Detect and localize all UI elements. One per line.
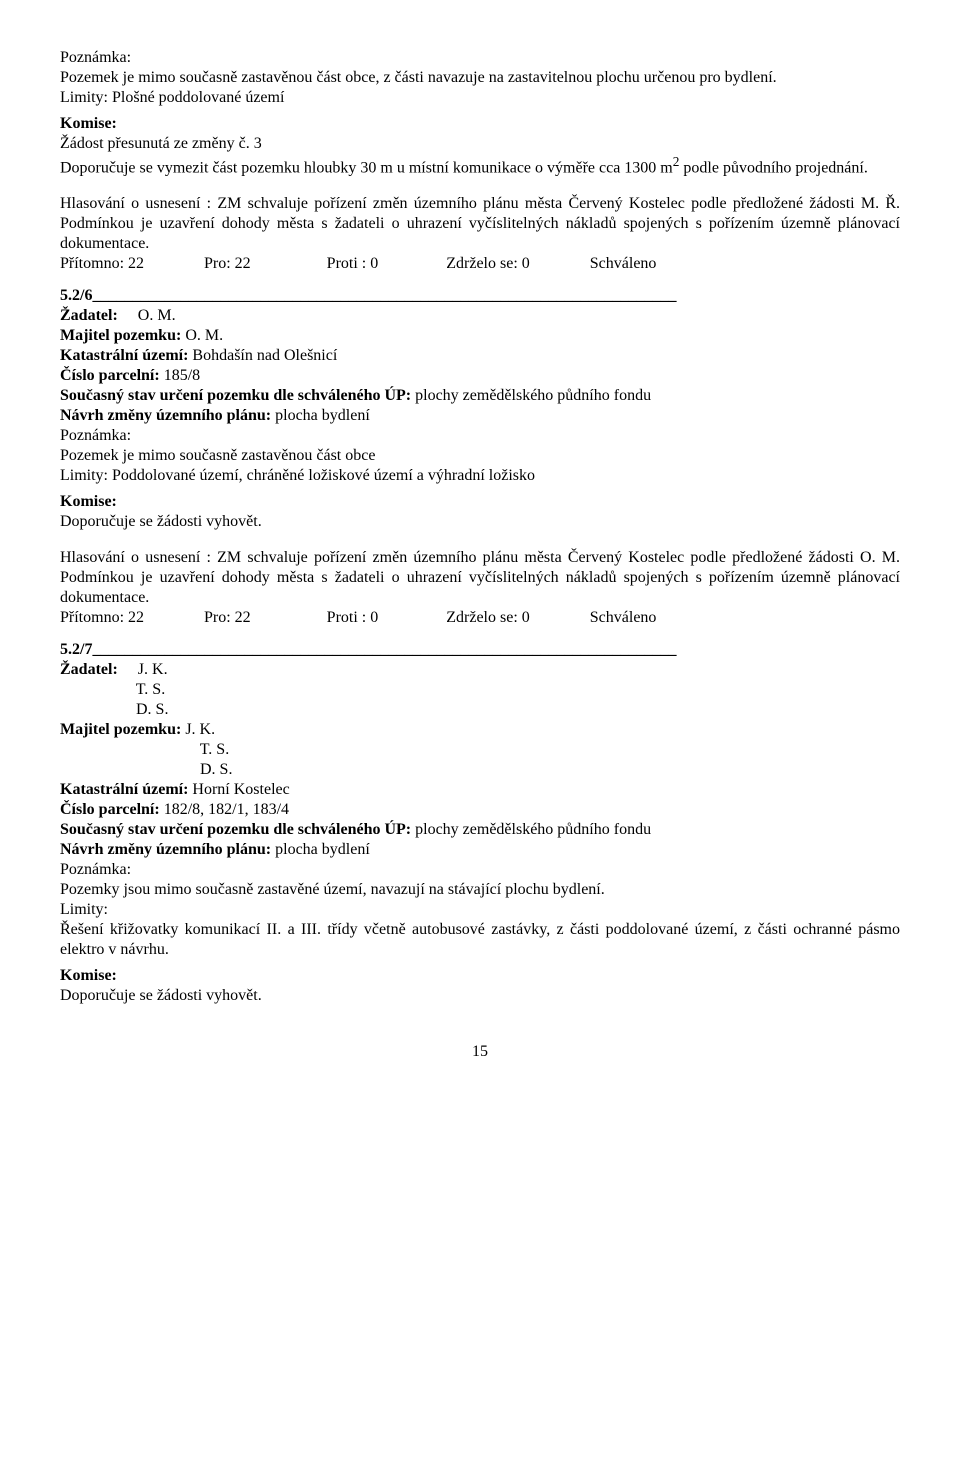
note-text: Pozemek je mimo současně zastavěnou část… [60, 68, 900, 88]
owner-v1: J. K. [185, 721, 215, 738]
parcel-value: 185/8 [164, 367, 200, 384]
applicant-line-1: Žadatel: J. K. [60, 660, 900, 680]
limits: Limity: Poddolované území, chráněné loži… [60, 466, 900, 486]
note-label: Poznámka: [60, 426, 900, 446]
parcel-line: Číslo parcelní: 185/8 [60, 366, 900, 386]
current-value: plochy zemědělského půdního fondu [415, 821, 651, 838]
applicant-v1: J. K. [118, 661, 168, 678]
komise-label: Komise: [60, 492, 900, 512]
limits: Limity: Plošné poddolované území [60, 88, 900, 108]
vote-text: Hlasování o usnesení : ZM schvaluje poří… [60, 548, 900, 608]
section-3: 5.2/7___________________________________… [60, 640, 900, 1006]
limits-label: Limity: [60, 900, 900, 920]
vote-text: Hlasování o usnesení : ZM schvaluje poří… [60, 194, 900, 254]
komise-text-2-post: podle původního projednání. [679, 159, 867, 176]
owner-line-2: T. S. [60, 740, 900, 760]
owner-value: O. M. [185, 327, 223, 344]
applicant-label: Žadatel: [60, 661, 118, 678]
limits-text: Řešení křižovatky komunikací II. a III. … [60, 920, 900, 960]
applicant-label: Žadatel: [60, 307, 118, 324]
komise-label: Komise: [60, 114, 900, 134]
proposal-line: Návrh změny územního plánu: plocha bydle… [60, 840, 900, 860]
komise-text-1: Žádost přesunutá ze změny č. 3 [60, 134, 900, 154]
ku-line: Katastrální území: Horní Kostelec [60, 780, 900, 800]
owner-label: Majitel pozemku: [60, 721, 185, 738]
proposal-label: Návrh změny územního plánu: [60, 407, 275, 424]
proposal-line: Návrh změny územního plánu: plocha bydle… [60, 406, 900, 426]
proposal-label: Návrh změny územního plánu: [60, 841, 275, 858]
section-1: Poznámka: Pozemek je mimo současně zasta… [60, 48, 900, 274]
ku-line: Katastrální území: Bohdašín nad Olešnicí [60, 346, 900, 366]
parcel-line: Číslo parcelní: 182/8, 182/1, 183/4 [60, 800, 900, 820]
owner-line-1: Majitel pozemku: J. K. [60, 720, 900, 740]
komise-text: Doporučuje se žádosti vyhovět. [60, 512, 900, 532]
parcel-value: 182/8, 182/1, 183/4 [164, 801, 289, 818]
komise-text: Doporučuje se žádosti vyhovět. [60, 986, 900, 1006]
page-number: 15 [60, 1042, 900, 1062]
ku-value: Horní Kostelec [192, 781, 289, 798]
owner-label: Majitel pozemku: [60, 327, 185, 344]
current-value: plochy zemědělského půdního fondu [415, 387, 651, 404]
note-text: Pozemek je mimo současně zastavěnou část… [60, 446, 900, 466]
proposal-value: plocha bydlení [275, 407, 370, 424]
section-2: 5.2/6___________________________________… [60, 286, 900, 628]
vote-row: Přítomno: 22 Pro: 22 Proti : 0 Zdrželo s… [60, 254, 900, 274]
section-heading: 5.2/6___________________________________… [60, 286, 900, 306]
applicant-line: Žadatel: O. M. [60, 306, 900, 326]
ku-value: Bohdašín nad Olešnicí [192, 347, 337, 364]
owner-line: Majitel pozemku: O. M. [60, 326, 900, 346]
note-label: Poznámka: [60, 860, 900, 880]
note-text: Pozemky jsou mimo současně zastavěné úze… [60, 880, 900, 900]
note-label: Poznámka: [60, 48, 900, 68]
ku-label: Katastrální území: [60, 781, 192, 798]
ku-label: Katastrální území: [60, 347, 192, 364]
current-line: Současný stav určení pozemku dle schvále… [60, 386, 900, 406]
parcel-label: Číslo parcelní: [60, 367, 164, 384]
current-label: Současný stav určení pozemku dle schvále… [60, 387, 415, 404]
applicant-line-3: D. S. [60, 700, 900, 720]
current-line: Současný stav určení pozemku dle schvále… [60, 820, 900, 840]
current-label: Současný stav určení pozemku dle schvále… [60, 821, 415, 838]
applicant-value: O. M. [118, 307, 176, 324]
owner-line-3: D. S. [60, 760, 900, 780]
komise-label: Komise: [60, 966, 900, 986]
komise-text-2: Doporučuje se vymezit část pozemku hloub… [60, 154, 900, 178]
vote-row: Přítomno: 22 Pro: 22 Proti : 0 Zdrželo s… [60, 608, 900, 628]
section-heading: 5.2/7___________________________________… [60, 640, 900, 660]
proposal-value: plocha bydlení [275, 841, 370, 858]
komise-text-2-pre: Doporučuje se vymezit část pozemku hloub… [60, 159, 673, 176]
parcel-label: Číslo parcelní: [60, 801, 164, 818]
applicant-line-2: T. S. [60, 680, 900, 700]
